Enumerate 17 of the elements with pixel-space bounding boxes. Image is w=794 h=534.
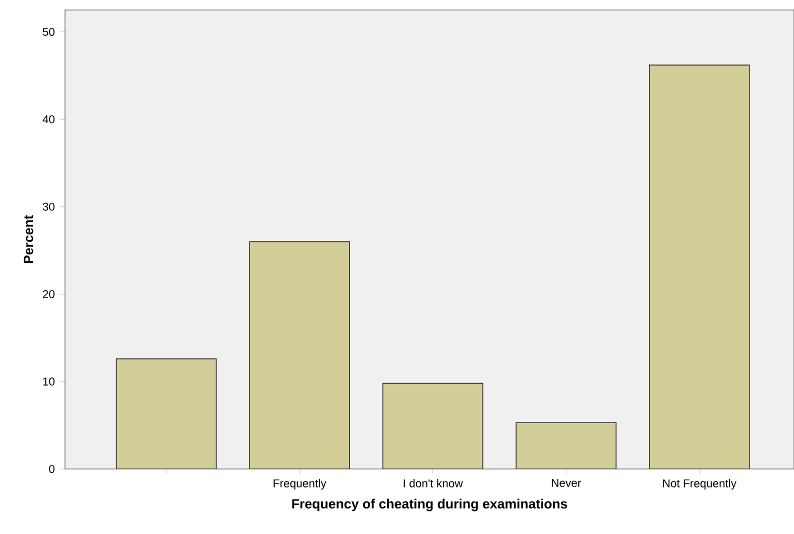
x-tick-label: Not Frequently	[663, 479, 736, 490]
y-tick-label: 0	[49, 464, 55, 473]
x-tick-label: Never	[552, 479, 582, 487]
x-tick-label: Frequently	[274, 479, 326, 490]
y-tick-label: 30	[42, 202, 55, 211]
bar	[249, 241, 350, 469]
y-tick-label: 40	[42, 115, 55, 124]
bar	[516, 422, 616, 469]
bar	[382, 382, 484, 469]
x-tick-label: I don't know	[404, 479, 463, 488]
y-axis-title: Percent	[24, 215, 34, 264]
bar	[116, 358, 217, 469]
y-tick-label: 10	[43, 378, 55, 386]
bar	[648, 64, 750, 469]
y-tick-label: 50	[42, 28, 55, 36]
x-axis-title: Frequency of cheating during examinations	[292, 498, 568, 512]
y-tick-label: 20	[42, 290, 55, 298]
